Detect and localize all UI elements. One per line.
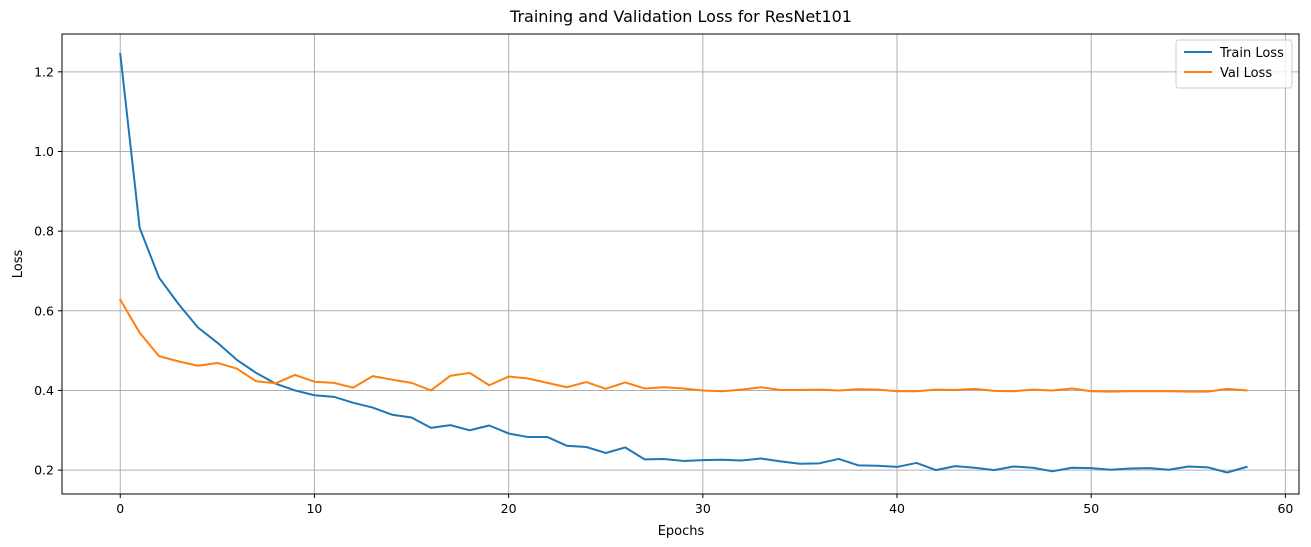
ticks: 0 10 20 30 40 50 60 0.2 0.4 0.6 0.8 1.0 1.2 [34,64,1293,516]
x-tick-label: 50 [1083,501,1099,516]
x-tick-label: 30 [695,501,711,516]
x-tick-label: 20 [501,501,517,516]
grid [62,34,1299,494]
series-group [118,52,1248,474]
x-axis-label: Epochs [658,524,705,539]
val-loss-line [118,298,1248,393]
y-axis-label: Loss [11,250,26,279]
y-tick-label: 0.8 [34,224,54,239]
y-tick-label: 1.0 [34,144,54,159]
legend-val-loss-label: Val Loss [1220,66,1272,81]
chart-title: Training and Validation Loss for ResNet1… [509,7,852,26]
y-tick-label: 0.4 [34,383,54,398]
plot-frame [61,33,1300,495]
y-tick-label: 0.6 [34,303,54,318]
legend-train-loss-label: Train Loss [1219,46,1284,61]
legend: Train Loss Val Loss [1175,39,1293,89]
x-tick-label: 0 [116,501,124,516]
y-tick-label: 0.2 [34,463,54,478]
x-tick-label: 10 [306,501,322,516]
x-tick-label: 60 [1277,501,1293,516]
y-tick-label: 1.2 [34,64,54,79]
train-loss-line [119,52,1248,474]
x-tick-label: 40 [889,501,905,516]
